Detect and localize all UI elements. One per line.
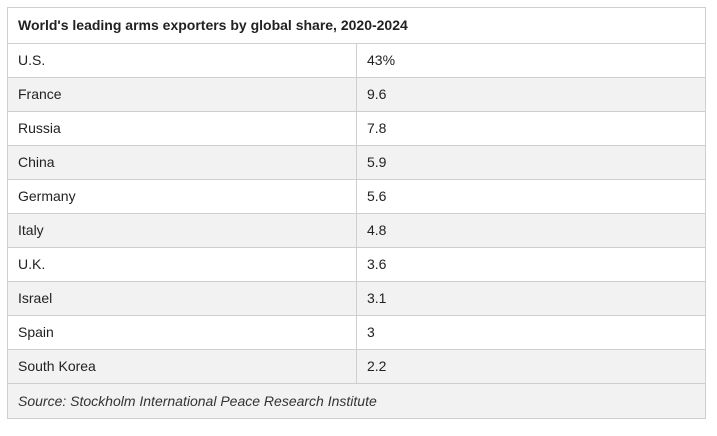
share-cell: 9.6 <box>356 77 705 112</box>
country-cell: France <box>8 77 357 112</box>
table-row: France 9.6 <box>8 77 705 112</box>
country-cell: Spain <box>8 315 357 350</box>
share-cell: 3.1 <box>356 281 705 316</box>
table-row: Germany 5.6 <box>8 179 705 214</box>
share-cell: 5.6 <box>356 179 705 214</box>
title-row: World's leading arms exporters by global… <box>8 8 705 44</box>
country-cell: Germany <box>8 179 357 214</box>
country-cell: Russia <box>8 111 357 146</box>
share-cell: 4.8 <box>356 213 705 248</box>
country-cell: South Korea <box>8 349 357 384</box>
table-title: World's leading arms exporters by global… <box>8 8 705 44</box>
table-row: Israel 3.1 <box>8 281 705 316</box>
country-cell: China <box>8 145 357 180</box>
table-row: China 5.9 <box>8 145 705 180</box>
share-cell: 3.6 <box>356 247 705 282</box>
table-row: U.K. 3.6 <box>8 247 705 282</box>
country-cell: Italy <box>8 213 357 248</box>
share-cell: 5.9 <box>356 145 705 180</box>
share-cell: 3 <box>356 315 705 350</box>
table-row: Russia 7.8 <box>8 111 705 146</box>
source-row: Source: Stockholm International Peace Re… <box>8 383 705 418</box>
share-cell: 7.8 <box>356 111 705 146</box>
country-cell: Israel <box>8 281 357 316</box>
arms-exporters-table: World's leading arms exporters by global… <box>7 7 706 419</box>
table-row: Spain 3 <box>8 315 705 350</box>
table-body: World's leading arms exporters by global… <box>8 8 705 418</box>
table-row: Italy 4.8 <box>8 213 705 248</box>
source-note: Source: Stockholm International Peace Re… <box>8 383 705 418</box>
table-row: South Korea 2.2 <box>8 349 705 384</box>
share-cell: 43% <box>356 43 705 78</box>
data-table: World's leading arms exporters by global… <box>8 8 705 418</box>
table-row: U.S. 43% <box>8 43 705 78</box>
share-cell: 2.2 <box>356 349 705 384</box>
country-cell: U.S. <box>8 43 357 78</box>
country-cell: U.K. <box>8 247 357 282</box>
